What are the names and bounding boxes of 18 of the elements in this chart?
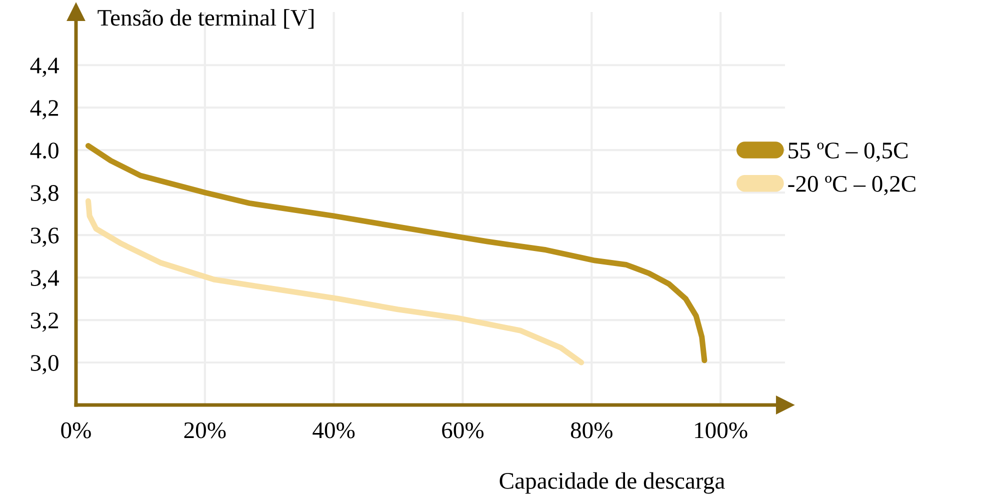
legend-label: 55 ºC – 0,5C: [788, 142, 908, 162]
legend-label: -20 ºC – 0,2C: [788, 176, 916, 196]
y-axis-title: Tensão de terminal [V]: [98, 9, 314, 29]
y-tick-label: 4,2: [30, 100, 58, 120]
x-tick-label: 60%: [442, 422, 484, 438]
x-tick-label: 40%: [312, 422, 355, 438]
y-tick-label: 4,4: [30, 58, 59, 77]
y-tick-label: 3,8: [30, 185, 58, 204]
x-tick-label: 0%: [61, 422, 91, 438]
y-tick-label: 3,2: [30, 312, 58, 332]
y-tick-label: 3,6: [30, 228, 59, 247]
x-tick-label: 20%: [184, 422, 226, 438]
y-tick-label: 4.0: [30, 142, 58, 159]
y-tick-label: 3,4: [30, 270, 59, 290]
y-tick-label: 3,0: [30, 355, 58, 374]
x-tick-label: 80%: [570, 422, 612, 438]
x-axis-title: Capacidade de descarga: [500, 472, 725, 494]
x-tick-label: 100%: [695, 422, 748, 438]
